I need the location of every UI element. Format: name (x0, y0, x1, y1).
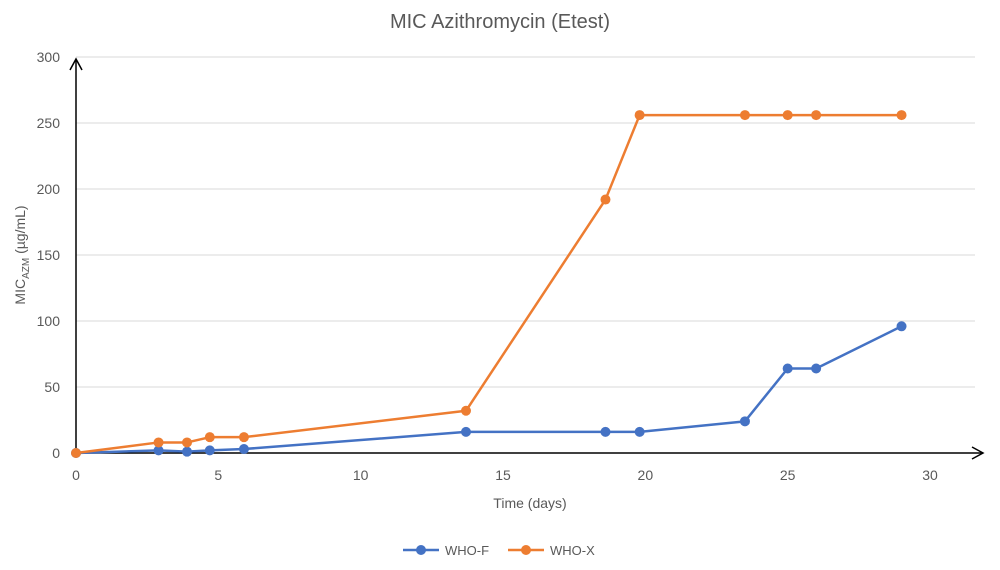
data-point-who-x (153, 437, 164, 448)
data-point-who-f (634, 426, 645, 437)
x-tick-label: 30 (922, 467, 938, 483)
y-axis-label-main: MIC (12, 279, 28, 305)
data-point-who-f (896, 321, 907, 332)
legend-label-who-f: WHO-F (445, 543, 489, 558)
data-point-who-x (896, 110, 907, 121)
data-point-who-f (782, 363, 793, 374)
series (71, 110, 907, 458)
chart-title: MIC Azithromycin (Etest) (390, 11, 610, 33)
x-tick-label: 20 (638, 467, 654, 483)
y-tick-label: 250 (37, 115, 61, 131)
data-point-who-x (71, 448, 81, 458)
data-point-who-f (204, 445, 215, 456)
x-tick-label: 15 (495, 467, 511, 483)
data-point-who-x (739, 110, 750, 121)
data-point-who-f (182, 446, 193, 457)
data-point-who-f (460, 426, 471, 437)
y-axis-label: MICAZM (µg/mL) (12, 205, 32, 304)
data-point-who-x (782, 110, 793, 121)
legend-label-who-x: WHO-X (550, 543, 595, 558)
data-point-who-f (238, 444, 249, 455)
x-tick-label: 5 (214, 467, 222, 483)
legend: WHO-F WHO-X (403, 543, 595, 558)
gridlines (76, 56, 975, 388)
data-point-who-x (460, 405, 471, 416)
tick-labels: 0 50 100 150 200 250 300 0 5 10 15 20 25 30 (37, 49, 938, 483)
data-point-who-f (153, 445, 164, 456)
x-tick-label: 0 (72, 467, 80, 483)
data-point-who-f (739, 416, 750, 427)
data-point-who-f (600, 426, 611, 437)
y-tick-label: 0 (52, 445, 60, 461)
y-tick-label: 50 (44, 379, 60, 395)
y-axis-label-subscript: AZM (21, 258, 32, 279)
data-point-who-f (811, 363, 822, 374)
y-tick-label: 100 (37, 313, 61, 329)
data-point-who-x (182, 437, 193, 448)
x-tick-label: 10 (353, 467, 369, 483)
legend-marker-who-f (416, 545, 426, 555)
data-point-who-x (600, 194, 611, 205)
y-tick-label: 150 (37, 247, 61, 263)
y-axis-arrowhead (69, 57, 83, 71)
data-point-who-x (204, 432, 215, 443)
y-tick-label: 300 (37, 49, 61, 65)
series-line-who-x (75, 113, 902, 455)
x-tick-label: 25 (780, 467, 796, 483)
data-point-who-x (811, 110, 822, 121)
data-point-who-x (238, 432, 249, 443)
data-point-who-x (634, 110, 645, 121)
x-axis-label: Time (days) (493, 495, 566, 511)
series-line-who-f (75, 325, 903, 455)
svg-text:MICAZM (µg/mL): MICAZM (µg/mL) (12, 205, 32, 304)
y-tick-label: 200 (37, 181, 61, 197)
axes (69, 57, 985, 460)
y-axis-label-unit: (µg/mL) (12, 205, 28, 257)
x-axis-arrowhead (971, 446, 985, 460)
legend-marker-who-x (521, 545, 531, 555)
